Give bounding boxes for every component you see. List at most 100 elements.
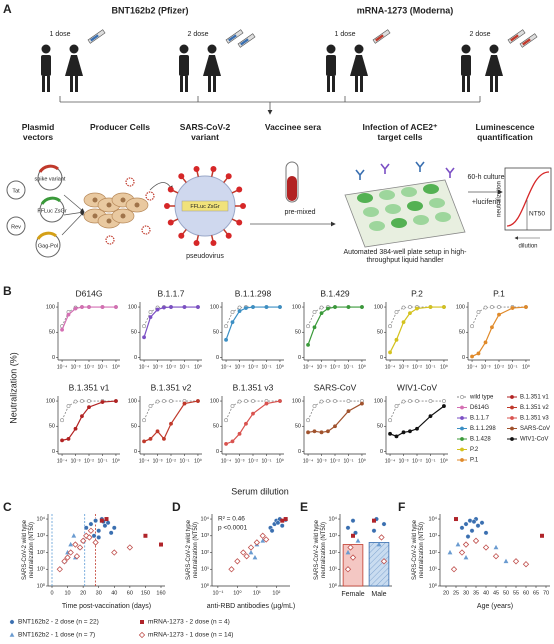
subplot-title: SARS-CoV: [314, 382, 357, 392]
target-cell: [391, 218, 407, 228]
plasmid-insert: [36, 231, 57, 240]
variant-point: [428, 414, 433, 419]
person-leg: [70, 76, 73, 92]
legend-label: SARS-CoV: [520, 426, 550, 432]
reference-point: [306, 324, 310, 329]
point: [269, 528, 275, 534]
panel-label: F: [398, 500, 405, 514]
panel-label: A: [3, 2, 12, 16]
point: [458, 549, 466, 556]
variant-point: [237, 431, 242, 436]
y-tick-label: 0: [380, 449, 383, 455]
point: [159, 542, 163, 547]
x-tick-label: 10⁻³: [481, 364, 491, 370]
legend-swatch: [460, 416, 464, 420]
person-head: [326, 44, 336, 54]
legend-swatch: [510, 395, 514, 399]
y-tick-label: 0: [52, 449, 55, 455]
y-tick-label: 10⁰: [37, 582, 46, 589]
reference-point: [312, 310, 317, 314]
person-head: [69, 44, 79, 54]
point: [376, 541, 382, 547]
point: [522, 561, 530, 568]
x-tick-label: 10⁰: [276, 458, 284, 464]
x-tick-label: 10⁻²: [412, 364, 422, 370]
variant-point: [401, 320, 406, 325]
target-cell: [423, 184, 439, 194]
person-leg: [462, 76, 465, 92]
virion: [125, 177, 135, 187]
point: [71, 533, 77, 538]
variant-point: [333, 424, 337, 429]
reference-point: [333, 399, 337, 403]
arrow: [61, 211, 85, 236]
reference-point: [497, 305, 501, 309]
panel-label: E: [300, 500, 308, 514]
variant-line: [389, 405, 445, 438]
spike-head: [178, 232, 185, 239]
x-tick-label: 60: [127, 590, 133, 596]
y-tick-label: 50: [213, 424, 219, 430]
syringe-fluid: [375, 34, 384, 42]
point: [67, 549, 74, 556]
x-tick-label: 30: [463, 590, 469, 596]
y-tick-label: 10²: [329, 550, 337, 556]
point: [345, 525, 351, 531]
x-tick-label: 60: [523, 590, 529, 596]
reference-point: [230, 404, 235, 408]
person-body: [41, 55, 51, 76]
variant-point: [230, 439, 235, 444]
point: [83, 525, 89, 531]
y-tick-label: 0: [134, 449, 137, 455]
y-tick-label: 0: [298, 449, 301, 455]
y-tick-label: 100: [292, 304, 301, 310]
subplot-title: P.1: [493, 288, 505, 298]
legend-label: B.1.1.7: [470, 416, 490, 422]
point: [92, 539, 99, 546]
point: [111, 549, 118, 556]
point: [105, 520, 111, 526]
variant-point: [169, 305, 173, 309]
target-cell: [407, 201, 423, 211]
legend-label: P.2: [470, 447, 479, 453]
x-tick-label: 10⁰: [194, 364, 202, 370]
y-tick-label: 10³: [201, 533, 209, 539]
legend-label: B.1.351 v1: [520, 395, 549, 401]
reference-point: [408, 399, 412, 403]
reference-point: [66, 404, 71, 408]
step-title: Producer Cells: [90, 122, 150, 132]
point: [344, 566, 352, 573]
legend-label: D614G: [470, 405, 489, 411]
legend-label: B.1.428: [470, 437, 491, 443]
spike-head: [167, 219, 174, 226]
variant-point: [319, 311, 324, 315]
variant-line: [389, 306, 444, 353]
syringe-fluid: [228, 34, 237, 42]
x-tick-label: 10⁰: [358, 364, 366, 370]
variant-point: [142, 335, 146, 340]
variant-point: [87, 405, 91, 409]
x-tick-label: 10⁻¹: [98, 458, 108, 464]
dose-label: 1 dose: [49, 31, 70, 38]
reference-point: [148, 310, 153, 314]
subplot-title: D614G: [76, 288, 103, 298]
person-leg: [208, 76, 211, 92]
bar: [342, 544, 364, 587]
x-axis-title: anti-RBD antibodies (µg/mL): [207, 603, 295, 610]
point: [247, 544, 255, 551]
y-tick-label: 10³: [429, 533, 437, 539]
x-tick-label: 10⁻³: [399, 364, 409, 370]
plasmid-label: Tat: [12, 188, 20, 194]
person-leg: [355, 76, 358, 92]
reference-line: [61, 400, 116, 421]
target-cell: [363, 207, 379, 217]
y-tick-label: 50: [49, 330, 55, 336]
variant-point: [326, 429, 330, 434]
variant-point: [394, 337, 399, 342]
variant-point: [155, 429, 160, 434]
legend-swatch: [9, 632, 15, 637]
legend-label: BNT162b2 - 2 dose (n = 22): [18, 619, 99, 626]
spike-head: [164, 203, 170, 209]
y-tick-label: 0: [216, 449, 219, 455]
y-axis-title: SARS-CoV-2 wild type neutralization (NT5…: [186, 519, 199, 581]
